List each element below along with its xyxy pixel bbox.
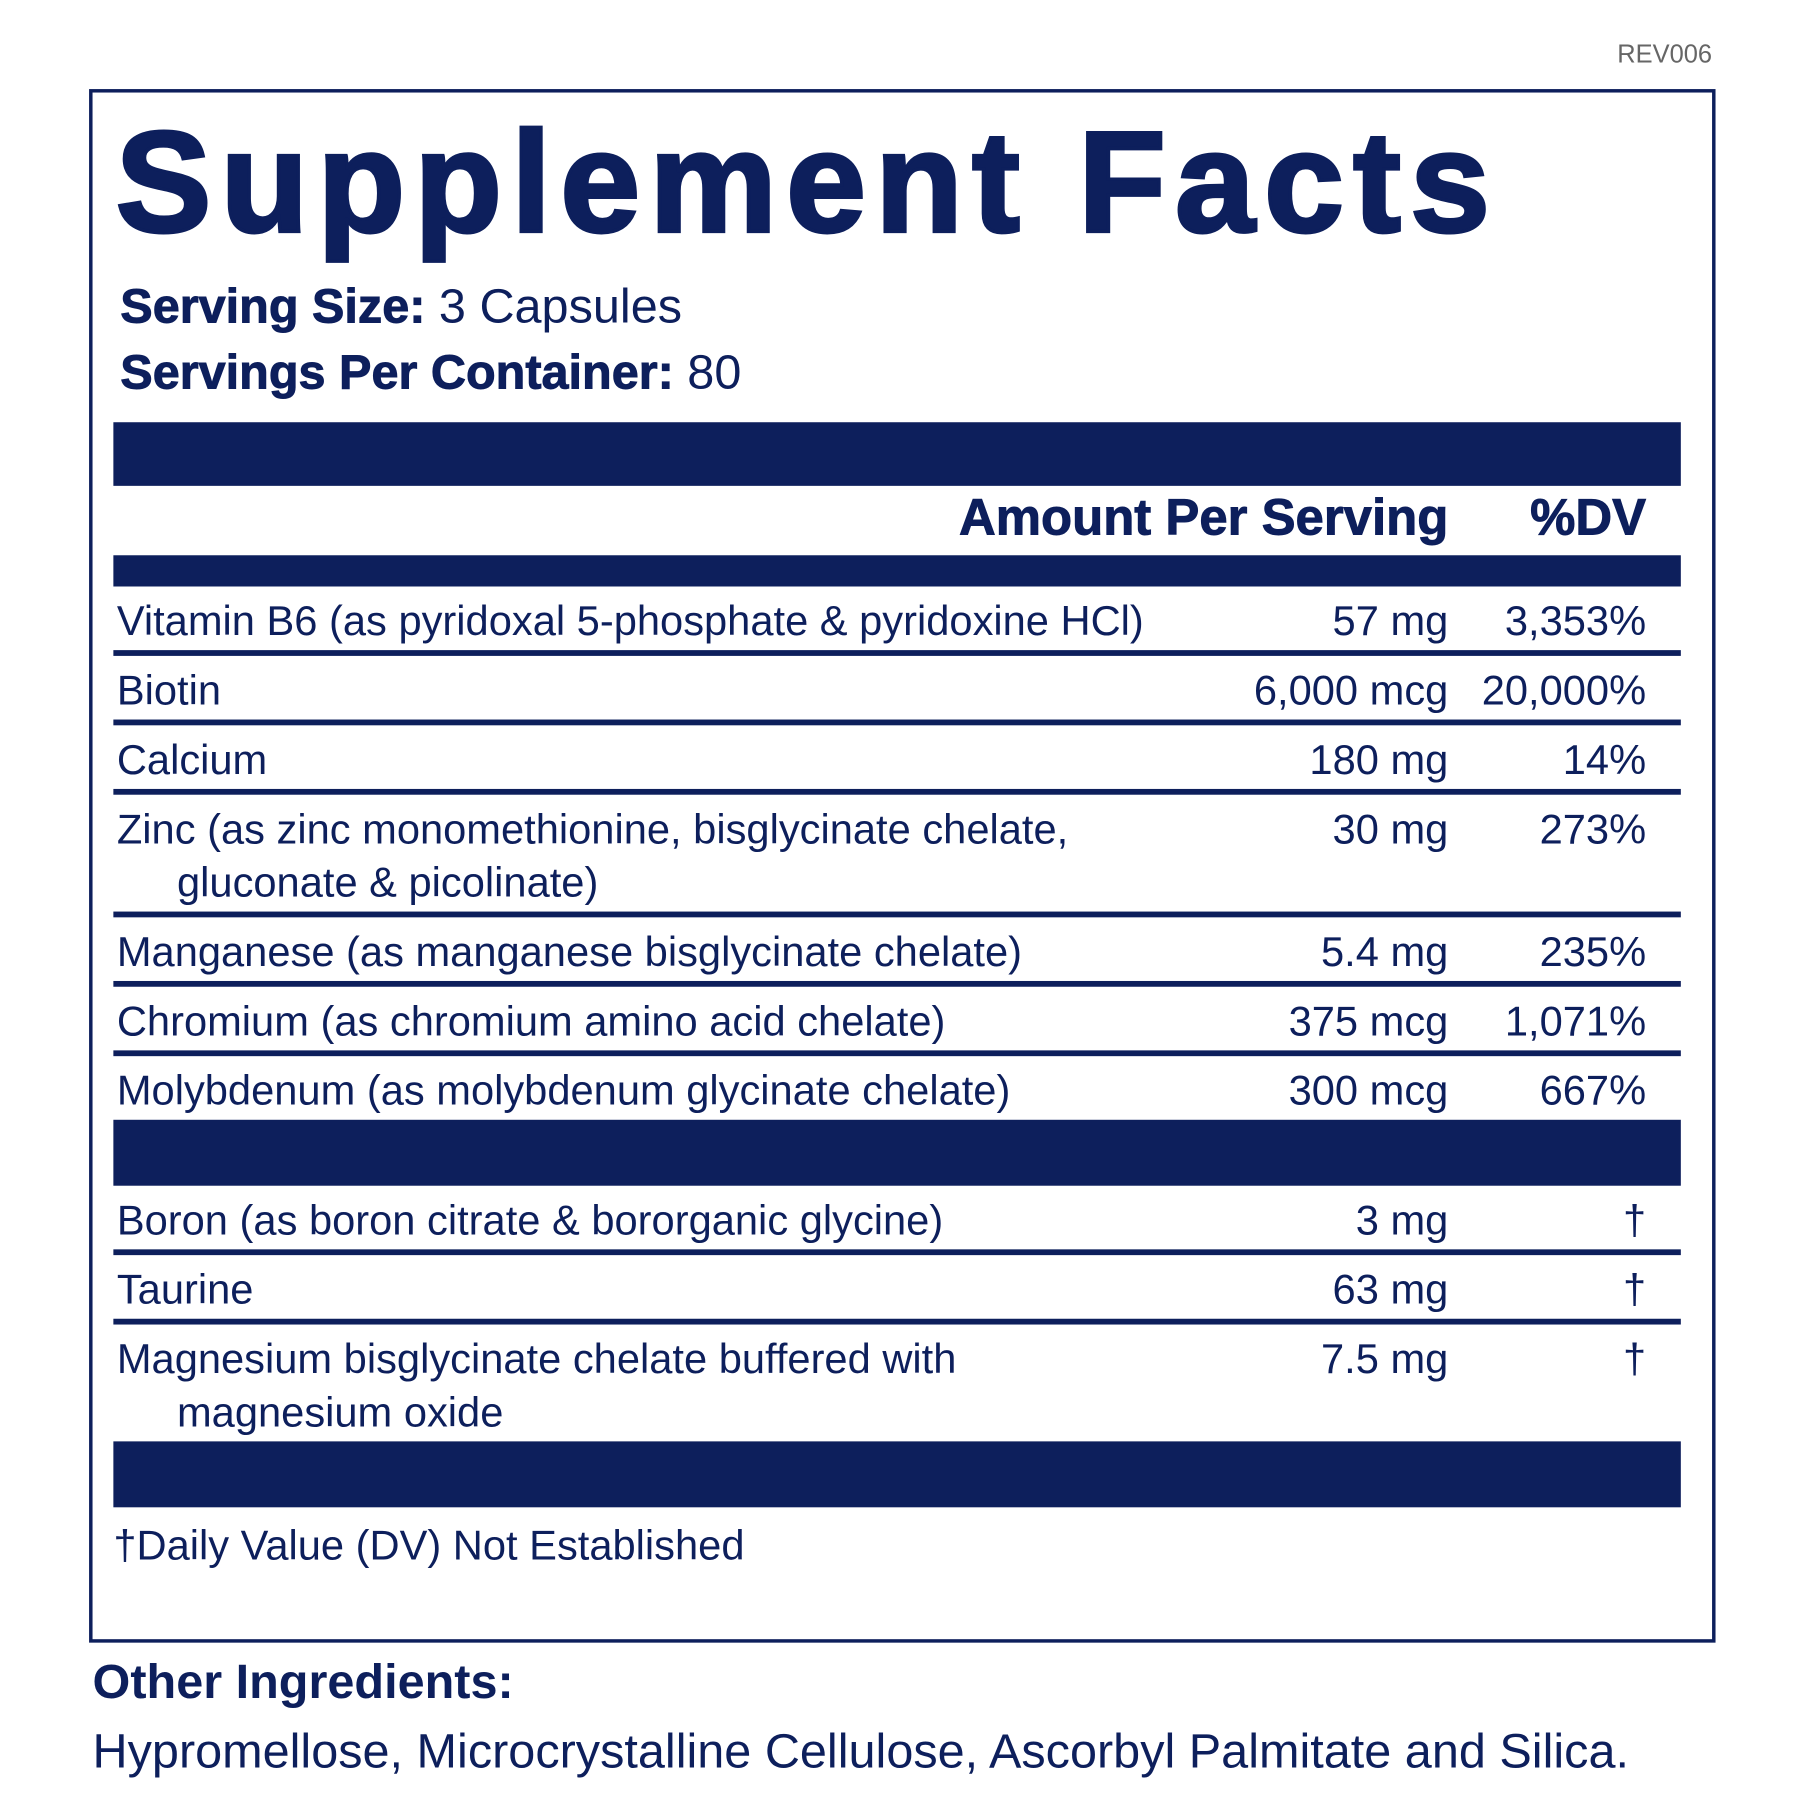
nutrient-name: Magnesium bisglycinate chelate buffered … xyxy=(113,1333,1147,1439)
amount: 5.4 mg xyxy=(1320,927,1449,976)
nutrient-row: Vitamin B6 (as pyridoxal 5-phosphate & p… xyxy=(113,586,1681,656)
amount: 57 mg xyxy=(1332,596,1449,645)
nutrient-row: Chromium (as chromium amino acid chelate… xyxy=(113,987,1681,1057)
daily-value: † xyxy=(1622,1334,1647,1383)
amount: 300 mcg xyxy=(1288,1066,1449,1114)
table-body: Vitamin B6 (as pyridoxal 5-phosphate & p… xyxy=(113,586,1681,1508)
nutrient-row: Molybdenum (as molybdenum glycinate chel… xyxy=(113,1056,1680,1120)
nutrient-name: Zinc (as zinc monomethionine, bisglycina… xyxy=(113,803,1147,909)
name-line: Calcium xyxy=(116,735,268,784)
divider-bar xyxy=(113,555,1681,587)
nutrient-row: Manganese (as manganese bisglycinate che… xyxy=(113,917,1681,987)
nutrient-name: Taurine xyxy=(113,1263,1147,1316)
other-ingredients-text: Hypromellose, Microcrystalline Cellulose… xyxy=(92,1723,1629,1779)
serving-size: Serving Size: 3 Capsules xyxy=(120,278,682,336)
nutrient-row: Zinc (as zinc monomethionine, bisglycina… xyxy=(113,795,1681,918)
daily-value: 20,000% xyxy=(1481,666,1647,714)
name-line: Zinc (as zinc monomethionine, bisglycina… xyxy=(116,805,1069,853)
daily-value: † xyxy=(1622,1265,1647,1313)
name-line: Vitamin B6 (as pyridoxal 5-phosphate & p… xyxy=(116,596,1144,645)
daily-value: 1,071% xyxy=(1504,997,1647,1045)
name-line: Molybdenum (as molybdenum glycinate chel… xyxy=(116,1066,1011,1114)
nutrient-name: Molybdenum (as molybdenum glycinate chel… xyxy=(113,1064,1147,1117)
nutrient-name: Biotin xyxy=(113,664,1147,717)
nutrient-row: Taurine 63 mg † xyxy=(113,1255,1681,1325)
amount: 7.5 mg xyxy=(1320,1334,1449,1383)
spacer xyxy=(113,486,754,555)
name-line: magnesium oxide xyxy=(176,1388,504,1436)
nutrient-row: Boron (as boron citrate & bororganic gly… xyxy=(113,1186,1681,1256)
facts-table: Amount Per Serving %DV Vitamin B6 (as py… xyxy=(113,422,1681,1574)
servings-per-container: Servings Per Container: 80 xyxy=(120,344,742,402)
daily-value: 667% xyxy=(1539,1066,1647,1114)
label: Servings Per Container: xyxy=(120,344,674,400)
amount: 180 mg xyxy=(1309,735,1449,784)
label: Serving Size: xyxy=(120,278,426,334)
nutrient-name: Chromium (as chromium amino acid chelate… xyxy=(113,995,1147,1048)
name-line: Taurine xyxy=(116,1265,254,1313)
nutrient-row: Calcium 180 mg 14% xyxy=(113,725,1681,795)
divider-bar xyxy=(113,422,1681,486)
amount: 30 mg xyxy=(1332,805,1449,853)
divider-bar xyxy=(113,1441,1681,1508)
daily-value: † xyxy=(1622,1196,1647,1244)
name-line: Chromium (as chromium amino acid chelate… xyxy=(116,997,946,1045)
amount-header: Amount Per Serving xyxy=(959,489,1449,547)
daily-value: 273% xyxy=(1539,805,1647,853)
name-line: Magnesium bisglycinate chelate buffered … xyxy=(116,1334,957,1383)
value: 80 xyxy=(687,344,742,400)
revision: REV006 xyxy=(1617,39,1713,69)
amount: 63 mg xyxy=(1332,1265,1449,1313)
footnote: †Daily Value (DV) Not Established xyxy=(113,1521,745,1569)
nutrient-name: Boron (as boron citrate & bororganic gly… xyxy=(113,1194,1147,1247)
other-ingredients-label: Other Ingredients: xyxy=(92,1654,514,1709)
dv-header: %DV xyxy=(1530,489,1647,547)
amount: 6,000 mcg xyxy=(1253,666,1449,714)
name-line: Biotin xyxy=(116,666,222,714)
header-row: Amount Per Serving %DV xyxy=(113,486,1680,555)
amount: 375 mcg xyxy=(1288,997,1449,1045)
title: Supplement Facts xyxy=(114,101,1500,264)
name-line: Manganese (as manganese bisglycinate che… xyxy=(116,927,1023,976)
nutrient-row: Magnesium bisglycinate chelate buffered … xyxy=(113,1325,1680,1442)
value: 3 Capsules xyxy=(438,278,683,334)
daily-value: 3,353% xyxy=(1504,596,1647,645)
divider-bar xyxy=(113,1119,1681,1186)
daily-value: 235% xyxy=(1539,927,1647,976)
name-line: Boron (as boron citrate & bororganic gly… xyxy=(116,1196,944,1244)
amount: 3 mg xyxy=(1355,1196,1449,1244)
daily-value: 14% xyxy=(1562,735,1647,784)
nutrient-name: Calcium xyxy=(113,733,1147,786)
nutrient-name: Manganese (as manganese bisglycinate che… xyxy=(113,925,1147,978)
facts-box xyxy=(89,89,1716,1643)
nutrient-name: Vitamin B6 (as pyridoxal 5-phosphate & p… xyxy=(113,595,1147,648)
name-line: gluconate & picolinate) xyxy=(176,858,599,906)
nutrient-row: Biotin 6,000 mcg 20,000% xyxy=(113,656,1681,726)
